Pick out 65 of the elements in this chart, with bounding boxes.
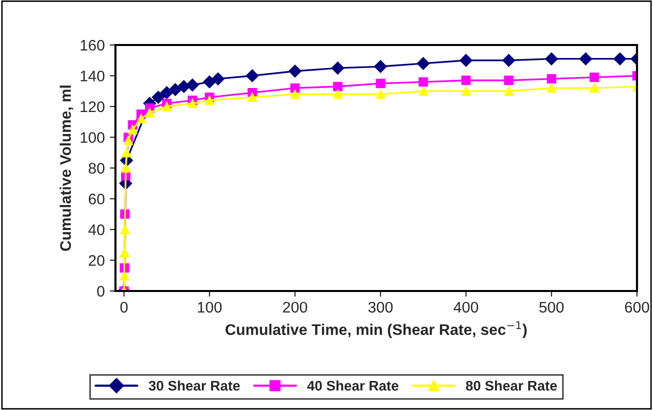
point — [144, 108, 154, 118]
legend-label: 40 Shear Rate — [307, 380, 398, 391]
point — [248, 92, 257, 102]
point — [502, 54, 516, 67]
x-tick-label: 200 — [283, 302, 308, 313]
x-tick-label: 500 — [539, 302, 564, 313]
point — [460, 54, 472, 67]
point — [546, 74, 556, 84]
point — [124, 136, 133, 146]
point — [418, 77, 428, 87]
point — [374, 60, 387, 73]
point — [418, 86, 428, 96]
y-tick-label: 20 — [88, 255, 104, 266]
point — [168, 83, 182, 96]
point — [162, 102, 172, 112]
point — [204, 96, 214, 106]
point — [590, 72, 599, 82]
point — [120, 270, 129, 280]
x-tick-label: 0 — [120, 302, 128, 313]
point — [376, 90, 386, 99]
point — [160, 86, 174, 100]
point — [331, 62, 344, 74]
point — [128, 124, 138, 134]
point — [416, 57, 430, 70]
point — [288, 64, 302, 78]
point — [376, 78, 386, 88]
y-tick-label: 40 — [88, 224, 104, 236]
point — [461, 86, 471, 96]
point — [546, 83, 556, 93]
point — [613, 52, 626, 66]
y-tick-label: 80 — [88, 162, 104, 174]
x-tick-label: 600 — [625, 302, 650, 313]
point — [333, 90, 342, 99]
point — [186, 78, 199, 92]
y-tick-label: 140 — [80, 70, 104, 82]
point — [122, 148, 132, 158]
point — [504, 86, 514, 96]
legend-label: 80 Shear Rate — [466, 380, 557, 391]
point — [212, 72, 224, 86]
point — [290, 90, 300, 99]
y-axis-title: Cumulative Volume, ml — [60, 86, 74, 251]
x-tick-label: 100 — [198, 302, 222, 313]
point — [203, 75, 216, 88]
point — [461, 76, 471, 86]
point — [120, 248, 130, 258]
y-tick-label: 60 — [88, 194, 104, 204]
x-tick-label: 300 — [368, 302, 393, 313]
point — [246, 69, 259, 82]
point — [590, 83, 599, 93]
point — [120, 224, 130, 234]
y-tick-label: 120 — [80, 101, 104, 112]
point — [152, 90, 165, 104]
y-tick-label: 160 — [80, 40, 104, 51]
point — [121, 163, 130, 173]
legend-label: 30 Shear Rate — [148, 380, 240, 391]
point — [504, 76, 514, 86]
y-tick-label: 100 — [80, 132, 104, 143]
point — [545, 52, 558, 66]
point — [579, 52, 592, 66]
x-axis-title: Cumulative Time, min (Shear Rate, sec$^{−1}$) — [226, 321, 527, 338]
x-tick-label: 400 — [454, 302, 478, 313]
point — [333, 82, 342, 92]
point — [136, 114, 146, 124]
point — [188, 98, 198, 108]
y-tick-label: 0 — [97, 286, 104, 297]
